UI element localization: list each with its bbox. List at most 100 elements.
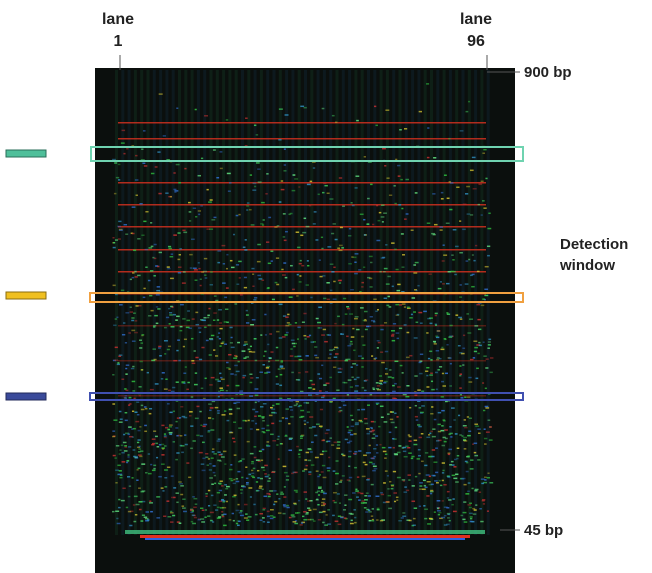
signal-dot — [469, 358, 474, 361]
signal-dot — [249, 395, 254, 397]
signal-dot — [348, 235, 352, 237]
signal-dot — [332, 491, 337, 494]
signal-dot — [217, 438, 221, 440]
signal-dot — [127, 454, 130, 456]
signal-dot — [458, 316, 462, 319]
signal-dot — [353, 349, 356, 352]
signal-dot — [115, 469, 119, 471]
signal-dot — [354, 466, 357, 469]
signal-dot — [182, 498, 186, 500]
signal-dot — [417, 400, 421, 402]
signal-dot — [344, 494, 348, 496]
signal-dot — [414, 375, 418, 377]
signal-dot — [288, 437, 293, 440]
signal-dot — [117, 464, 121, 467]
signal-dot — [469, 516, 473, 518]
signal-dot — [400, 517, 404, 519]
signal-dot — [196, 405, 200, 408]
signal-dot — [267, 521, 270, 524]
signal-dot — [223, 524, 227, 527]
signal-dot — [355, 364, 359, 366]
signal-dot — [309, 204, 312, 207]
signal-dot — [462, 347, 466, 350]
signal-dot — [200, 205, 203, 207]
signal-dot — [390, 487, 394, 490]
signal-dot — [354, 423, 359, 426]
signal-dot — [387, 494, 391, 497]
signal-dot — [246, 440, 250, 443]
signal-dot — [177, 232, 181, 234]
signal-dot — [292, 288, 295, 291]
signal-dot — [285, 230, 288, 233]
signal-dot — [182, 271, 186, 273]
signal-dot — [486, 510, 489, 512]
signal-dot — [205, 495, 208, 498]
signal-dot — [368, 509, 371, 511]
signal-dot — [261, 279, 265, 281]
signal-dot — [239, 393, 244, 395]
signal-dot — [435, 324, 438, 326]
signal-dot — [255, 459, 260, 461]
signal-dot — [337, 367, 342, 370]
signal-dot — [138, 394, 141, 397]
signal-dot — [264, 473, 267, 475]
signal-dot — [273, 503, 276, 506]
signal-dot — [155, 442, 159, 445]
signal-dot — [284, 434, 288, 437]
signal-dot — [164, 476, 168, 479]
signal-dot — [305, 464, 308, 467]
signal-dot — [376, 507, 380, 510]
signal-dot — [247, 419, 250, 422]
signal-dot — [132, 504, 136, 506]
signal-dot — [198, 213, 201, 216]
signal-dot — [370, 183, 373, 186]
signal-dot — [282, 213, 286, 215]
signal-dot — [275, 403, 280, 405]
signal-dot — [239, 514, 244, 517]
signal-dot — [394, 360, 399, 363]
signal-dot — [207, 430, 211, 432]
signal-dot — [145, 520, 149, 522]
signal-dot — [256, 469, 260, 472]
signal-dot — [209, 384, 213, 386]
signal-dot — [456, 454, 460, 457]
primer-band — [145, 538, 465, 540]
signal-dot — [288, 449, 293, 452]
signal-dot — [303, 511, 307, 513]
signal-dot — [298, 371, 301, 374]
signal-dot — [308, 334, 312, 337]
signal-dot — [217, 250, 222, 252]
signal-dot — [395, 268, 399, 271]
signal-dot — [199, 284, 202, 287]
signal-dot — [293, 489, 298, 492]
signal-dot — [265, 429, 270, 432]
signal-dot — [372, 321, 376, 323]
signal-dot — [288, 323, 292, 326]
signal-dot — [225, 119, 229, 121]
signal-dot — [451, 464, 455, 466]
signal-dot — [197, 518, 201, 521]
signal-dot — [349, 414, 353, 417]
signal-dot — [435, 388, 438, 391]
signal-dot — [321, 439, 325, 442]
signal-dot — [322, 476, 327, 479]
signal-dot — [257, 460, 261, 463]
signal-dot — [401, 479, 406, 481]
signal-dot — [294, 512, 299, 514]
signal-dot — [276, 283, 280, 286]
signal-dot — [373, 447, 377, 450]
signal-dot — [318, 377, 323, 380]
signal-dot — [170, 512, 174, 514]
signal-dot — [233, 454, 237, 456]
signal-dot — [392, 446, 395, 449]
signal-dot — [317, 321, 321, 324]
signal-dot — [383, 381, 387, 384]
signal-dot — [254, 394, 259, 397]
signal-dot — [249, 496, 252, 498]
signal-dot — [448, 336, 453, 338]
signal-dot — [225, 500, 228, 503]
signal-dot — [228, 519, 232, 521]
signal-dot — [429, 350, 433, 353]
signal-dot — [252, 189, 257, 191]
signal-dot — [281, 268, 284, 271]
